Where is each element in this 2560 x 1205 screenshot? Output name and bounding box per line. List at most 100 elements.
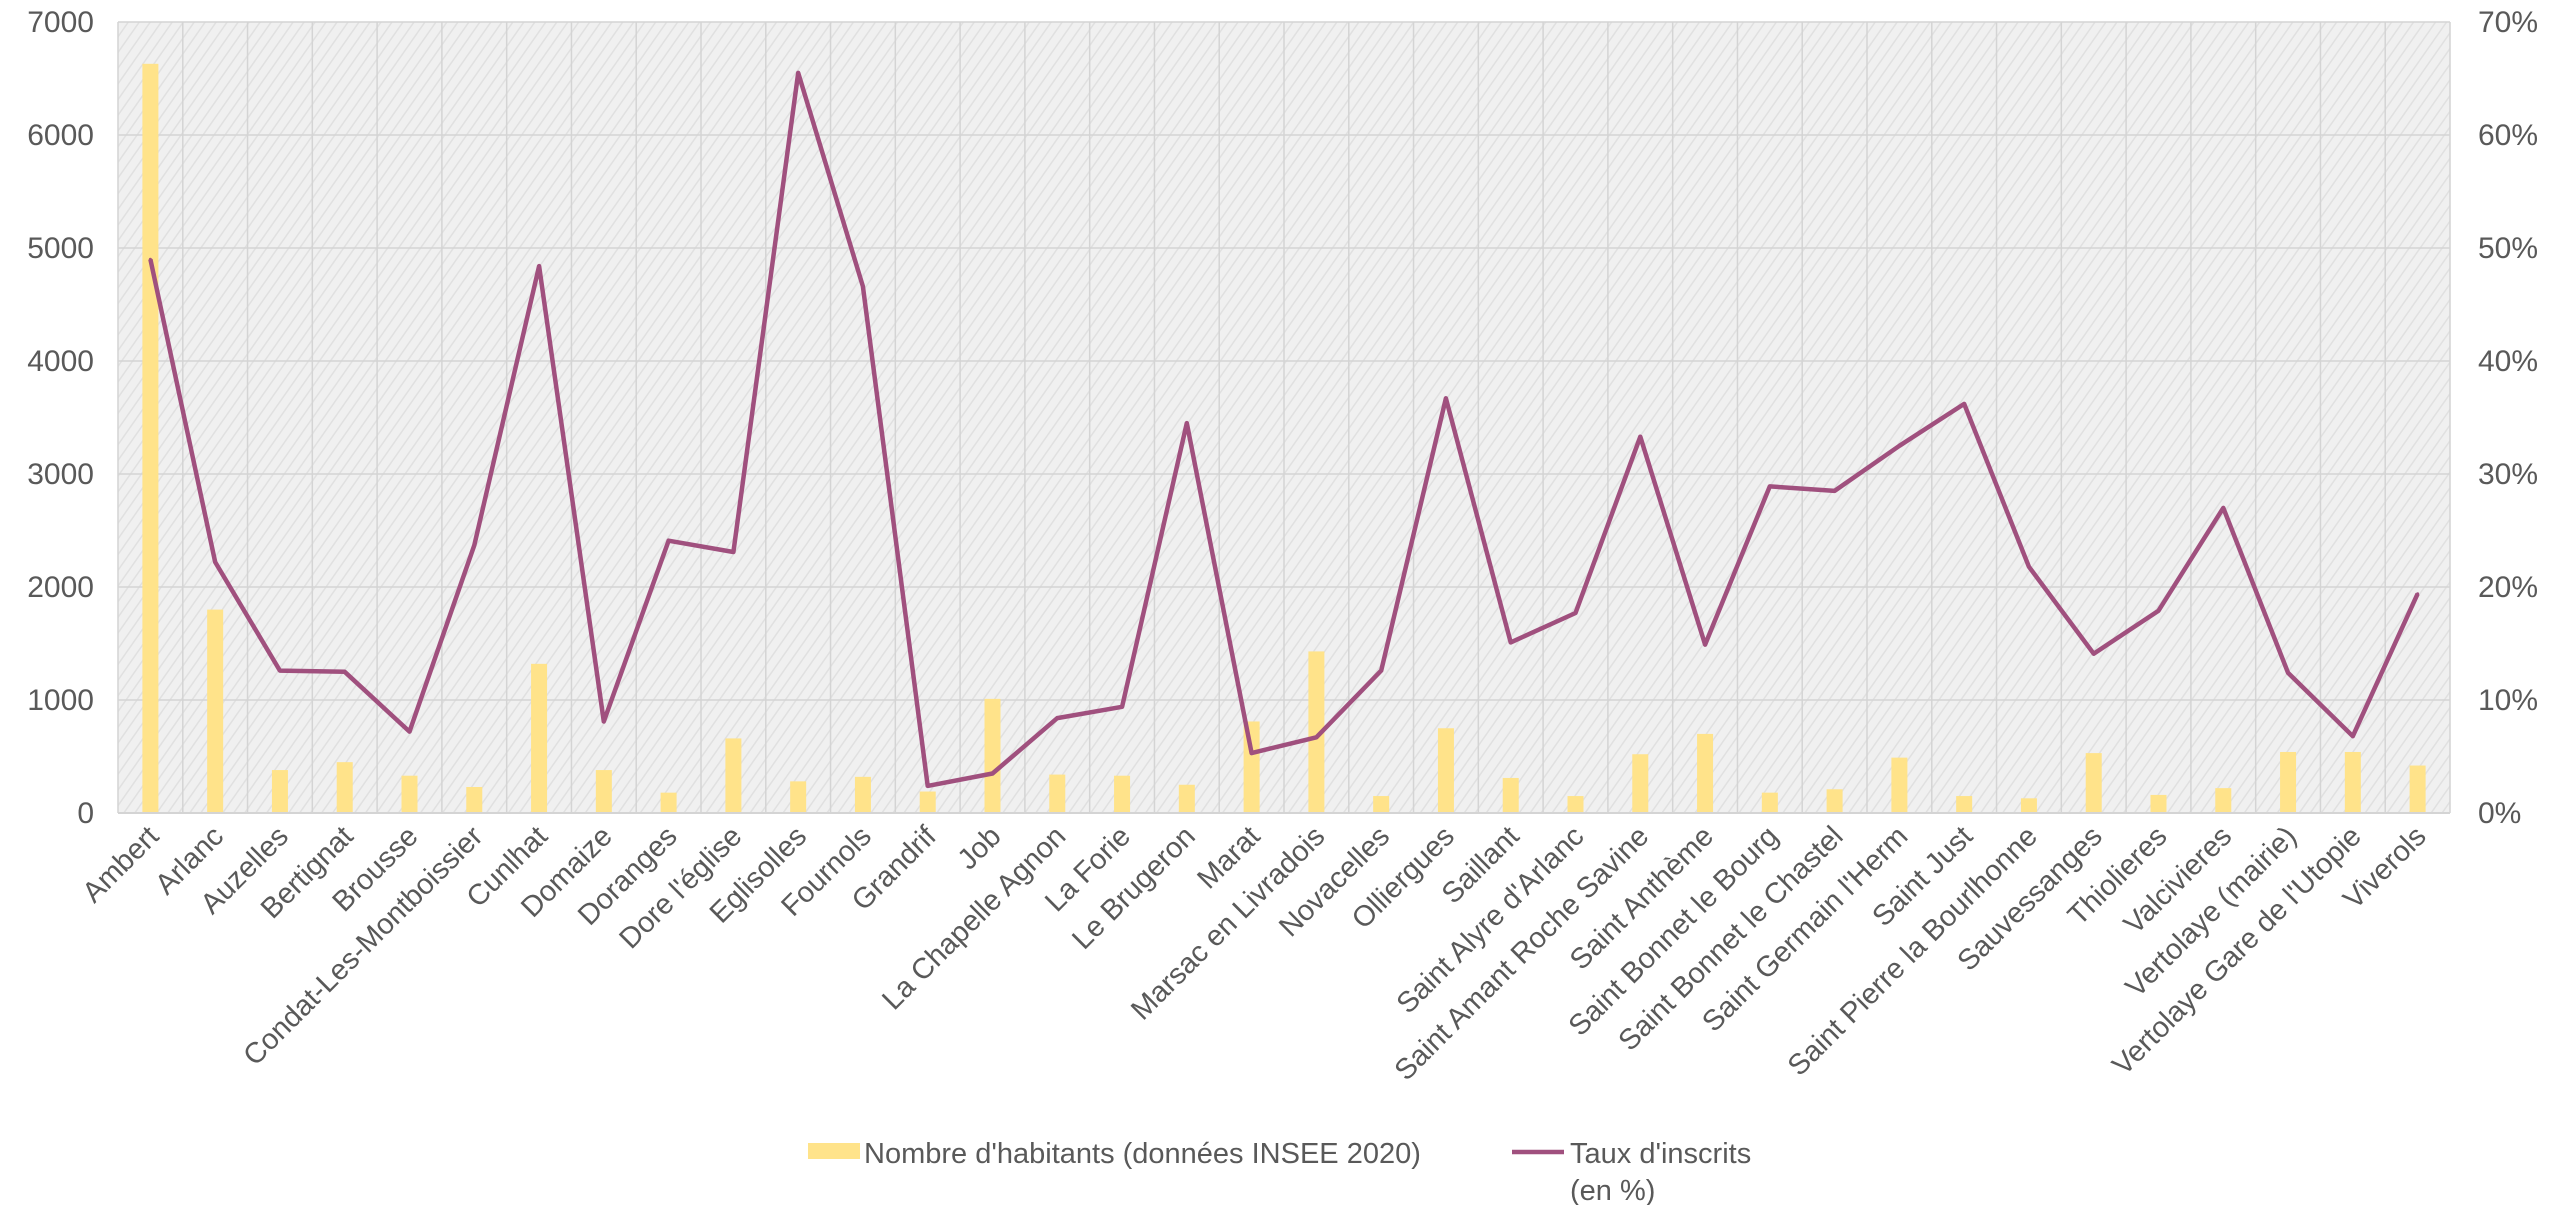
- bar: [1114, 775, 1131, 813]
- line-point: [926, 784, 930, 788]
- bar: [2344, 751, 2361, 813]
- line-point: [2416, 592, 2420, 596]
- line-point: [1055, 716, 1059, 720]
- line-point: [408, 730, 411, 734]
- line-point: [1703, 643, 1707, 647]
- bar-series: [142, 63, 2426, 814]
- left-axis: 0 1000 2000 3000 4000 5000 6000 7000: [27, 6, 94, 830]
- line-point: [2351, 734, 2355, 738]
- bar: [401, 775, 418, 813]
- x-axis: AmbertArlancAuzellesBertignatBrousseCond…: [77, 812, 2450, 1087]
- line-point: [1379, 669, 1383, 673]
- right-tick-label: 30%: [2478, 458, 2538, 491]
- left-tick-label: 3000: [27, 458, 94, 491]
- legend-line-label: Taux d'inscrits (en %): [1570, 1138, 1751, 1205]
- line-point: [1509, 640, 1513, 644]
- bar: [854, 776, 871, 813]
- bar: [271, 770, 288, 813]
- bar: [984, 698, 1001, 813]
- line-point: [731, 550, 735, 554]
- bar: [2280, 751, 2297, 813]
- bar: [790, 781, 807, 813]
- category-label: Ambert: [77, 820, 166, 909]
- line-point: [667, 539, 671, 543]
- bar: [2085, 753, 2102, 813]
- line-point: [1833, 489, 1837, 493]
- bar: [2020, 798, 2037, 813]
- left-tick-label: 5000: [27, 232, 94, 265]
- line-point: [796, 71, 800, 75]
- line-point: [1120, 705, 1124, 709]
- right-tick-label: 50%: [2478, 232, 2538, 265]
- bar: [2409, 765, 2426, 813]
- category-label: Job: [952, 820, 1008, 876]
- bar: [660, 792, 677, 813]
- bar: [725, 738, 742, 813]
- line-point: [213, 560, 217, 564]
- legend: Nombre d'habitants (données INSEE 2020) T…: [808, 1138, 1751, 1205]
- bar: [1891, 757, 1908, 813]
- line-point: [991, 771, 994, 775]
- left-tick-label: 7000: [27, 6, 94, 39]
- line-point: [1250, 751, 1254, 755]
- left-tick-label: 0: [77, 797, 94, 830]
- left-tick-label: 2000: [27, 571, 94, 604]
- line-point: [1962, 402, 1966, 406]
- right-axis: 0% 10% 20% 30% 40% 50% 60% 70%: [2478, 6, 2538, 830]
- line-point: [343, 670, 347, 674]
- line-point: [602, 719, 606, 723]
- right-tick-label: 70%: [2478, 6, 2538, 39]
- bar: [595, 770, 612, 813]
- bar: [531, 663, 548, 813]
- line-point: [148, 257, 152, 261]
- right-tick-label: 60%: [2478, 119, 2538, 152]
- left-tick-label: 1000: [27, 684, 94, 717]
- line-point: [537, 264, 541, 268]
- left-tick-label: 6000: [27, 119, 94, 152]
- right-tick-label: 10%: [2478, 684, 2538, 717]
- bar: [2215, 788, 2232, 813]
- line-point: [1897, 444, 1901, 448]
- line-point: [278, 669, 282, 673]
- line-point: [2157, 609, 2160, 613]
- bar: [1632, 754, 1649, 813]
- line-point: [2092, 652, 2096, 656]
- right-tick-label: 40%: [2478, 345, 2538, 378]
- bar: [207, 609, 224, 813]
- bar: [1502, 777, 1519, 813]
- bar: [1049, 774, 1066, 813]
- legend-bar-label: Nombre d'habitants (données INSEE 2020): [864, 1138, 1421, 1170]
- bar: [1178, 784, 1195, 813]
- line-point: [1444, 396, 1448, 400]
- bar: [1697, 733, 1714, 813]
- rate-line: [148, 70, 2420, 789]
- bar: [1308, 651, 1325, 813]
- bar: [1761, 792, 1778, 813]
- legend-bar-swatch: [808, 1143, 860, 1159]
- bar: [1373, 796, 1390, 813]
- line-point: [1574, 611, 1577, 615]
- bar: [336, 762, 353, 813]
- line-point: [1638, 435, 1642, 439]
- line-point: [2286, 671, 2290, 675]
- bar: [1437, 728, 1454, 813]
- line-point: [861, 284, 865, 288]
- line-series: [148, 70, 2420, 789]
- line-point: [1314, 735, 1318, 739]
- line-point: [1185, 421, 1189, 425]
- line-point: [2027, 565, 2031, 569]
- bar: [142, 63, 159, 814]
- line-point: [2221, 506, 2225, 510]
- bar: [1567, 796, 1584, 813]
- bar: [466, 787, 483, 813]
- line-point: [1768, 484, 1772, 488]
- right-tick-label: 0%: [2478, 797, 2521, 830]
- bar: [2150, 794, 2167, 813]
- right-tick-label: 20%: [2478, 571, 2538, 604]
- bar: [1826, 789, 1843, 813]
- left-tick-label: 4000: [27, 345, 94, 378]
- bar: [919, 791, 936, 813]
- line-point: [472, 543, 476, 547]
- bar: [1956, 796, 1973, 813]
